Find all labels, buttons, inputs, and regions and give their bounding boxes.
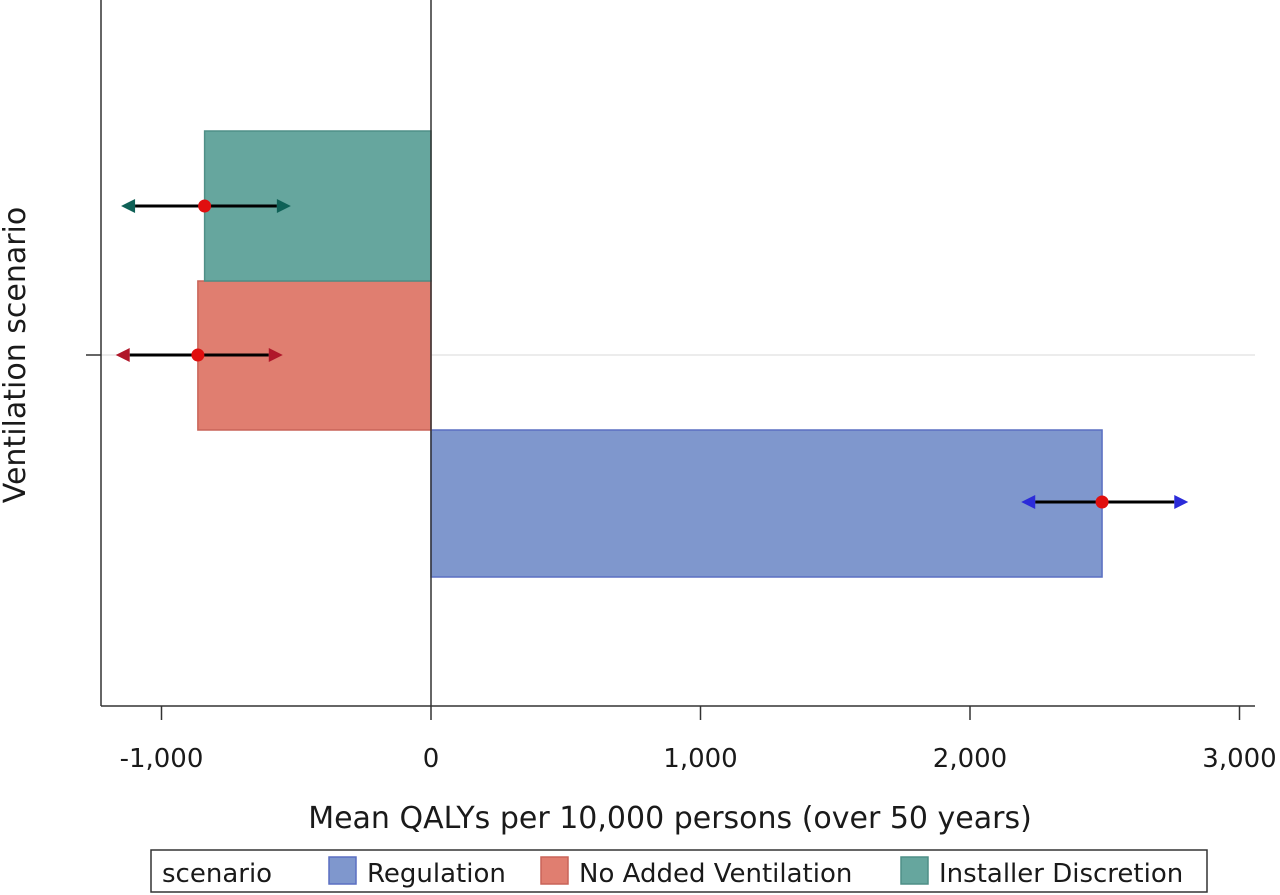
error-arrow-left: [115, 348, 130, 362]
x-tick-label: 0: [423, 744, 440, 774]
legend-label: No Added Ventilation: [579, 859, 852, 889]
legend-box: [150, 849, 1208, 893]
error-arrow-right: [268, 348, 283, 362]
point-marker: [198, 199, 212, 213]
error-arrow-left: [1021, 495, 1036, 509]
x-tick-label: -1,000: [120, 744, 204, 774]
bar: [430, 429, 1103, 578]
legend: scenario Regulation No Added Ventilation In…: [150, 849, 1208, 893]
legend-title: scenario: [162, 859, 272, 889]
x-tick-label: 3,000: [1202, 744, 1276, 774]
point-marker: [1095, 495, 1109, 509]
y-axis-title: Ventilation scenario: [0, 207, 33, 503]
legend-swatch: [328, 856, 357, 885]
legend-label: Installer Discretion: [939, 859, 1183, 889]
error-arrow-right: [276, 199, 291, 213]
x-tick-label: 1,000: [663, 744, 737, 774]
legend-label: Regulation: [367, 859, 506, 889]
legend-swatch: [540, 856, 569, 885]
plot-area: -1,000 0 1,000 2,000 3,000: [86, 0, 1277, 774]
error-arrow-left: [121, 199, 136, 213]
point-marker: [191, 348, 205, 362]
error-arrow-right: [1174, 495, 1189, 509]
x-tick-label: 2,000: [933, 744, 1007, 774]
legend-swatch: [900, 856, 929, 885]
x-axis-title: Mean QALYs per 10,000 persons (over 50 y…: [308, 801, 1032, 836]
